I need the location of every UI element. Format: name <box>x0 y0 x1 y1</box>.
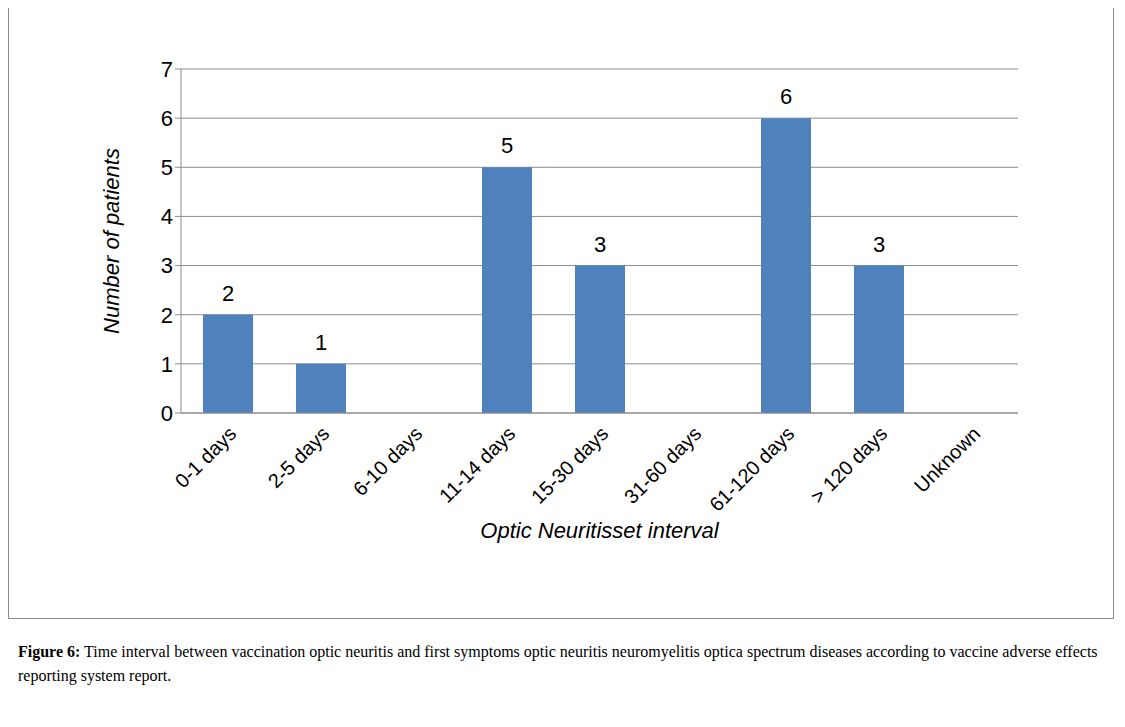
svg-text:5: 5 <box>501 133 513 158</box>
svg-text:0-1 days: 0-1 days <box>171 422 241 492</box>
svg-text:1: 1 <box>315 330 327 355</box>
svg-text:15-30 days: 15-30 days <box>527 422 613 508</box>
svg-text:11-14 days: 11-14 days <box>435 422 519 506</box>
svg-text:3: 3 <box>594 232 606 257</box>
html-text:Figure 6: Time interval betwee: Figure 6: Time interval between vaccinat… <box>18 643 1098 684</box>
svg-text:6-10 days: 6-10 days <box>349 422 427 500</box>
svg-text:6: 6 <box>161 106 173 131</box>
svg-text:0: 0 <box>161 401 173 426</box>
svg-text:2-5 days: 2-5 days <box>264 422 334 492</box>
svg-text:4: 4 <box>161 204 173 229</box>
svg-text:2: 2 <box>161 303 173 328</box>
svg-text:2: 2 <box>222 281 234 306</box>
svg-text:> 120 days: > 120 days <box>806 422 891 507</box>
svg-text:7: 7 <box>161 57 173 82</box>
svg-text:5: 5 <box>161 155 173 180</box>
svg-text:3: 3 <box>161 253 173 278</box>
svg-text:31-60 days: 31-60 days <box>620 422 706 508</box>
svg-text:Unknown: Unknown <box>910 422 985 497</box>
svg-text:Number of patients: Number of patients <box>99 148 124 334</box>
svg-text:61-120 days: 61-120 days <box>705 422 798 515</box>
svg-text:3: 3 <box>873 232 885 257</box>
svg-text:6: 6 <box>780 84 792 109</box>
svg-text:1: 1 <box>161 352 173 377</box>
svg-text:Optic Neuritisset interval: Optic Neuritisset interval <box>480 518 720 543</box>
